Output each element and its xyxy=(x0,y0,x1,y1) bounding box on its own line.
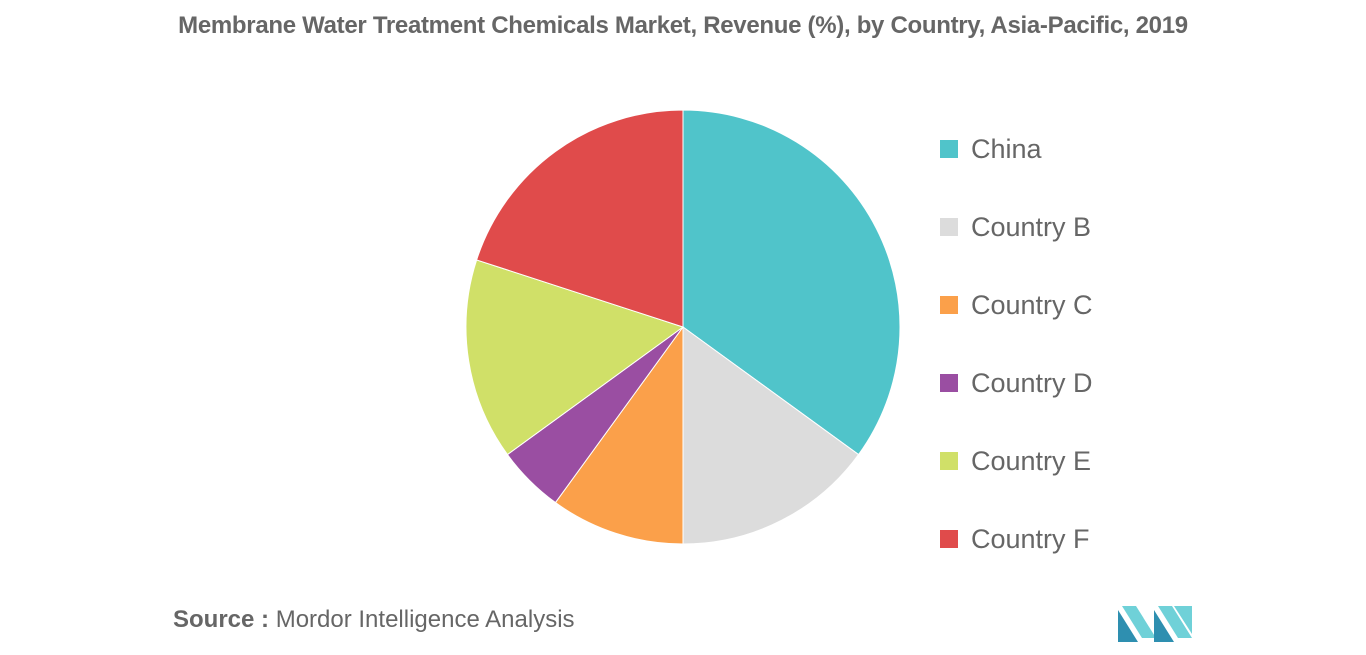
legend-swatch xyxy=(940,296,958,314)
legend-item-country-d: Country D xyxy=(940,344,1093,422)
legend-item-country-f: Country F xyxy=(940,500,1093,578)
legend-swatch xyxy=(940,374,958,392)
source-label: Source : xyxy=(173,606,270,633)
chart-title: Membrane Water Treatment Chemicals Marke… xyxy=(178,12,1188,39)
legend-item-country-c: Country C xyxy=(940,266,1093,344)
legend-swatch xyxy=(940,140,958,158)
source-text: Mordor Intelligence Analysis xyxy=(275,606,575,633)
pie-slice-country-e xyxy=(465,259,685,456)
legend-swatch xyxy=(940,530,958,548)
legend-swatch xyxy=(940,218,958,236)
chart-legend: China Country B Country C Country D Country … xyxy=(940,110,1093,578)
legend-label: Country E xyxy=(971,445,1092,476)
pie-slice-country-b xyxy=(682,326,860,545)
legend-label: Country D xyxy=(971,367,1093,398)
legend-item-china: China xyxy=(940,110,1093,188)
pie-slice-country-f xyxy=(475,109,684,328)
legend-label: Country B xyxy=(971,211,1092,242)
legend-label: China xyxy=(971,133,1042,164)
legend-label: Country F xyxy=(971,523,1090,554)
legend-item-country-b: Country B xyxy=(940,188,1093,266)
pie-slice-china xyxy=(682,109,901,456)
legend-item-country-e: Country E xyxy=(940,422,1093,500)
source-note: Source : Mordor Intelligence Analysis xyxy=(173,606,575,634)
legend-swatch xyxy=(940,452,958,470)
legend-label: Country C xyxy=(971,289,1093,320)
pie-slice-country-c xyxy=(554,325,684,545)
mordor-intelligence-logo-icon xyxy=(1118,606,1192,642)
